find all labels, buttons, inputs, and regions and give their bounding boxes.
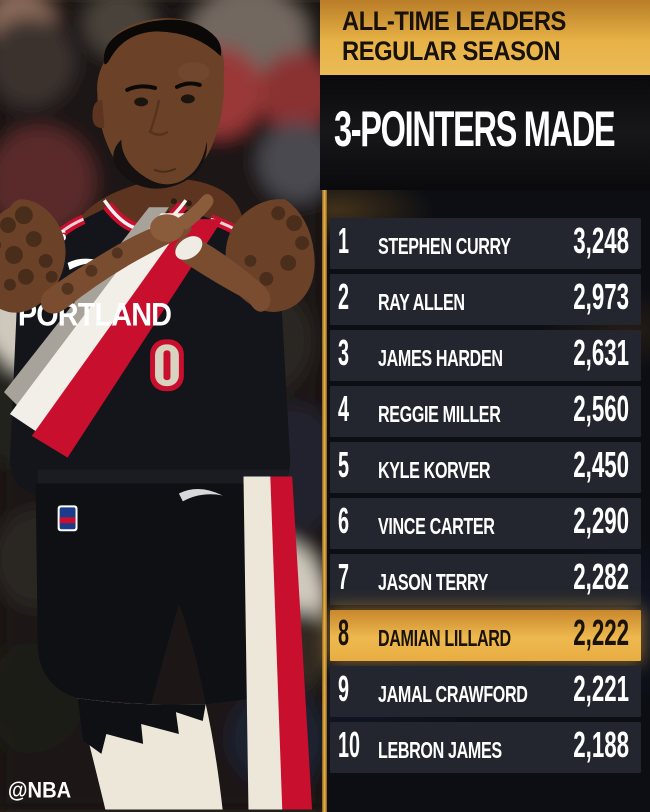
svg-text:@NBA: @NBA [8, 779, 71, 803]
